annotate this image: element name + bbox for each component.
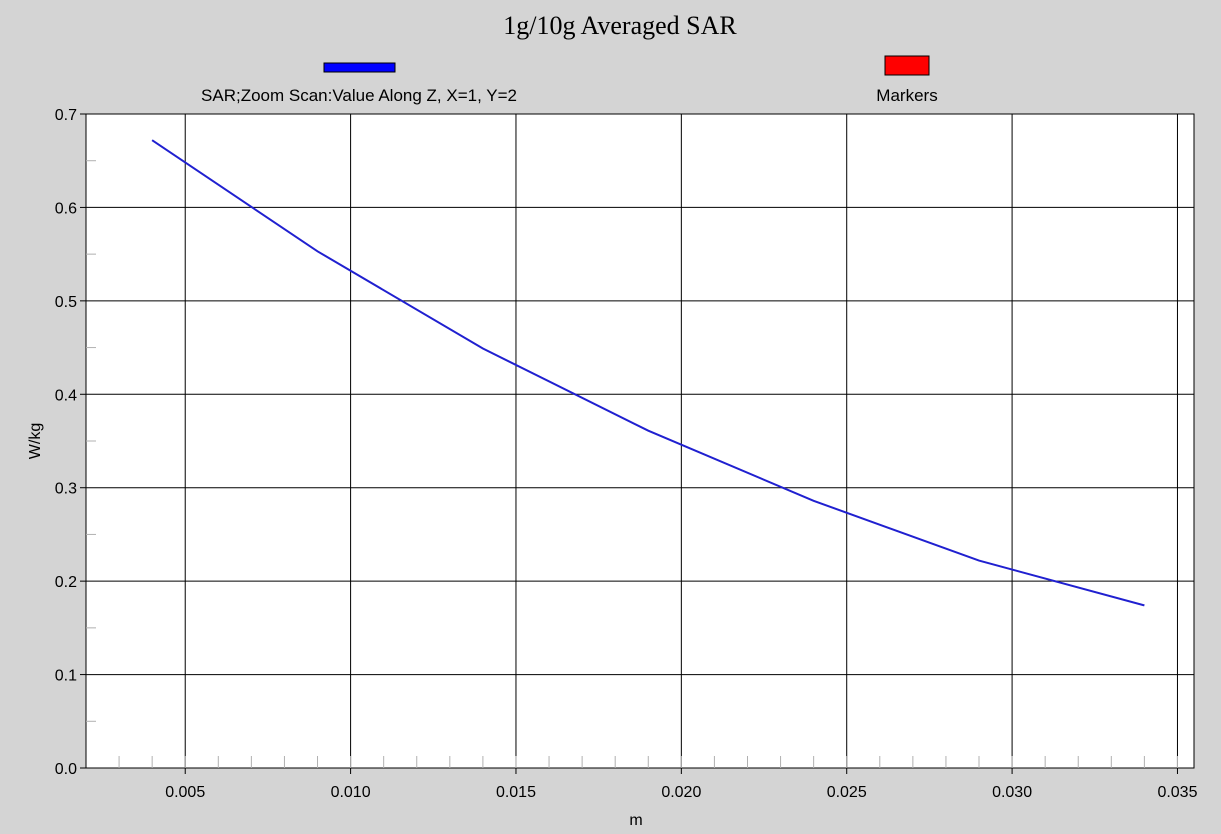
chart-title: 1g/10g Averaged SAR (503, 11, 737, 40)
y-tick-label: 0.5 (55, 294, 77, 311)
x-tick-label: 0.025 (827, 784, 867, 801)
y-tick-label: 0.4 (55, 387, 77, 404)
y-tick-label: 0.1 (55, 668, 77, 685)
x-axis-ticks: 0.005 0.010 0.015 0.020 0.025 0.030 0.035 (165, 768, 1198, 801)
y-axis-label: W/kg (27, 423, 44, 459)
series-layer (151, 139, 1145, 607)
plot-area (85, 113, 1195, 769)
x-tick-label: 0.020 (661, 784, 701, 801)
minor-ticks (86, 160, 1178, 768)
x-tick-label: 0.030 (992, 784, 1032, 801)
legend-swatch-markers (884, 55, 930, 76)
series-line (151, 139, 1145, 607)
legend-label-sar: SAR;Zoom Scan:Value Along Z, X=1, Y=2 (201, 86, 517, 105)
x-tick-label: 0.010 (331, 784, 371, 801)
y-tick-label: 0.7 (55, 107, 77, 124)
y-tick-label: 0.2 (55, 574, 77, 591)
grid (86, 113, 1194, 769)
legend-swatch-sar (323, 62, 396, 73)
x-tick-label: 0.015 (496, 784, 536, 801)
y-tick-label: 0.3 (55, 481, 77, 498)
legend: SAR;Zoom Scan:Value Along Z, X=1, Y=2 Ma… (201, 55, 938, 105)
y-tick-label: 0.0 (55, 761, 77, 778)
x-tick-label: 0.035 (1157, 784, 1197, 801)
x-axis-label: m (629, 812, 642, 829)
legend-label-markers: Markers (876, 86, 937, 105)
x-tick-label: 0.005 (165, 784, 205, 801)
y-axis-ticks: 0.0 0.1 0.2 0.3 0.4 0.5 0.6 0.7 (55, 107, 86, 778)
y-tick-label: 0.6 (55, 200, 77, 217)
